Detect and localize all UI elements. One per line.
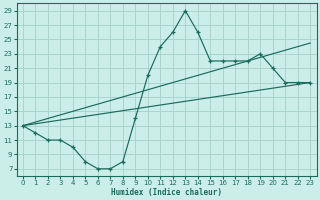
- X-axis label: Humidex (Indice chaleur): Humidex (Indice chaleur): [111, 188, 222, 197]
